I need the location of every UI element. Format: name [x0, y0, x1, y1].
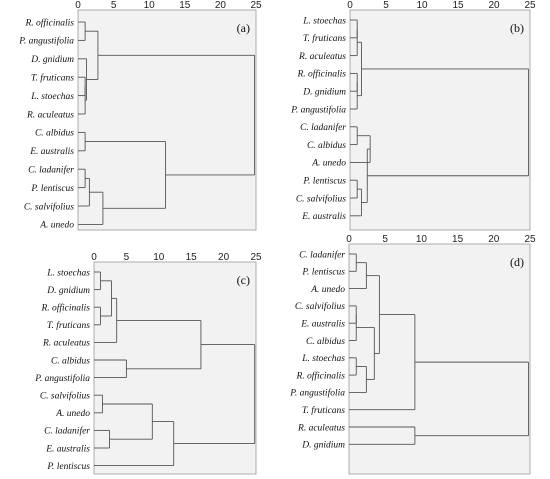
leaf-label: P. lentiscus — [30, 184, 74, 194]
leaf-label: T. fruticans — [47, 320, 90, 331]
leaf-label: L. stoechas — [46, 268, 90, 278]
x-tick-label: 10 — [144, 0, 156, 11]
leaf-label: D. gnidium — [301, 441, 345, 451]
x-tick-label: 5 — [383, 0, 389, 11]
panel-label: (a) — [237, 21, 250, 35]
leaf-label: D. gnidium — [30, 55, 74, 65]
x-tick-label: 10 — [153, 252, 165, 263]
leaf-label: C. salvifolius — [295, 301, 345, 312]
leaf-label: R. officinalis — [296, 69, 346, 80]
leaf-label: E. australis — [29, 147, 74, 157]
x-tick-label: 15 — [186, 252, 198, 263]
leaf-label: C. salvifolius — [24, 201, 74, 212]
leaf-label: T. fruticans — [303, 33, 346, 44]
leaf-label: C. albidus — [35, 129, 74, 139]
leaf-label: P. angustifolia — [290, 104, 346, 115]
x-tick-label: 25 — [250, 252, 262, 263]
x-tick-label: 20 — [488, 234, 500, 245]
leaf-label: A. unedo — [39, 221, 74, 231]
x-tick-label: 0 — [75, 0, 81, 11]
leaf-label: R. aculeatus — [298, 52, 346, 62]
plot-frame — [349, 9, 531, 231]
leaf-label: C. albidus — [307, 141, 346, 151]
leaf-label: E. australis — [45, 444, 90, 454]
plot-frame — [348, 243, 531, 475]
leaf-label: L. stoechas — [301, 354, 345, 364]
leaf-label: P. lentiscus — [302, 177, 346, 187]
panel-b: 0 5 10 15 20 25(b) L. stoechas T. fruticans R. a… — [290, 0, 536, 231]
panel-d: 0 5 10 15 20 25(d) C. ladanifer P. lentiscus A. … — [289, 234, 536, 475]
leaf-label: R. officinalis — [295, 370, 345, 381]
leaf-label: C. salvifolius — [40, 391, 90, 402]
leaf-label: C. albidus — [51, 356, 90, 366]
plot-frame — [77, 9, 257, 231]
leaf-label: E. australis — [301, 212, 346, 222]
leaf-label: R. aculeatus — [297, 423, 345, 433]
leaf-label: C. ladanifer — [300, 122, 346, 133]
leaf-label: A. unedo — [311, 159, 346, 169]
leaf-label: R. officinalis — [24, 17, 74, 28]
x-tick-label: 15 — [179, 0, 191, 11]
leaf-label: C. ladanifer — [299, 249, 345, 260]
leaf-label: E. australis — [300, 320, 345, 330]
x-tick-label: 20 — [218, 252, 230, 263]
leaf-label: T. fruticans — [302, 405, 345, 416]
panel-c: 0 5 10 15 20 25(c) L. stoechas D. gnidium R. off… — [34, 252, 262, 475]
panel-label: (b) — [510, 21, 524, 35]
leaf-label: L. stoechas — [30, 92, 74, 102]
x-tick-label: 25 — [524, 234, 536, 245]
x-tick-label: 10 — [416, 234, 428, 245]
leaf-label: P. angustifolia — [34, 373, 90, 384]
x-tick-label: 0 — [347, 0, 353, 11]
leaf-label: C. ladanifer — [28, 165, 74, 176]
leaf-label: P. lentiscus — [301, 268, 345, 278]
panel-a: 0 5 10 15 20 25(a) R. officinalis P. angustifol… — [18, 0, 262, 231]
leaf-label: P. angustifolia — [289, 388, 345, 399]
x-tick-label: 0 — [91, 252, 97, 263]
x-tick-label: 15 — [452, 0, 464, 11]
leaf-label: R. aculeatus — [42, 339, 90, 349]
leaf-label: R. officinalis — [40, 303, 90, 314]
leaf-label: P. angustifolia — [18, 36, 74, 47]
leaf-label: A. unedo — [310, 285, 345, 295]
leaf-label: C. ladanifer — [44, 426, 90, 437]
x-tick-label: 25 — [250, 0, 262, 11]
x-tick-label: 15 — [452, 234, 464, 245]
x-tick-label: 5 — [124, 252, 130, 263]
leaf-label: R. aculeatus — [26, 110, 74, 120]
leaf-label: C. salvifolius — [296, 193, 346, 204]
leaf-label: P. lentiscus — [46, 462, 90, 472]
leaf-label: C. albidus — [306, 337, 345, 347]
x-tick-label: 5 — [111, 0, 117, 11]
x-tick-label: 25 — [524, 0, 536, 11]
leaf-label: A. unedo — [55, 409, 90, 419]
leaf-label: L. stoechas — [302, 16, 346, 26]
leaf-label: D. gnidium — [46, 286, 90, 296]
x-tick-label: 10 — [416, 0, 428, 11]
leaf-label: D. gnidium — [302, 88, 346, 98]
plot-frame — [93, 261, 257, 475]
x-tick-label: 0 — [346, 234, 352, 245]
x-tick-label: 20 — [488, 0, 500, 11]
x-tick-label: 20 — [215, 0, 227, 11]
panel-label: (d) — [510, 255, 524, 269]
leaf-label: T. fruticans — [31, 73, 74, 84]
panel-label: (c) — [237, 273, 250, 287]
x-tick-label: 5 — [382, 234, 388, 245]
